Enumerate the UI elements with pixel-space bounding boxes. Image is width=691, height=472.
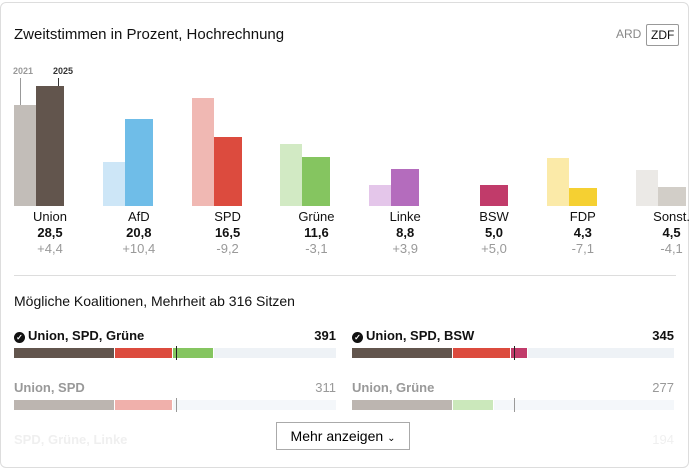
party-label: FDP [569, 209, 596, 224]
coalition-row: 194 [352, 432, 674, 472]
value-label: 4,3 [573, 225, 592, 240]
value-label: 20,8 [126, 225, 152, 240]
diff-label: -7,1 [571, 241, 594, 256]
diff-label: +4,4 [37, 241, 63, 256]
coalition-name: SPD, Grüne, Linke [14, 432, 128, 447]
coalition-label: Union, Grüne [352, 380, 434, 395]
segment-union [352, 400, 453, 410]
segment-grüne [452, 400, 494, 410]
coalition-seats: 345 [652, 328, 674, 343]
legend-2025: 2025 [53, 66, 74, 76]
party-label: AfD [127, 209, 150, 224]
bar-2025 [480, 185, 508, 206]
value-label: 4,5 [662, 225, 681, 240]
segment-bsw [510, 348, 529, 358]
bar-2021 [191, 98, 214, 206]
divider [14, 275, 676, 276]
bar-2025 [568, 187, 597, 206]
diff-label: -3,1 [305, 241, 328, 256]
segment-union [14, 400, 115, 410]
legend-2021: 2021 [13, 66, 34, 76]
bar-2021 [635, 169, 658, 206]
bar-2021 [102, 162, 125, 206]
coalition-seats: 311 [315, 380, 336, 395]
segment-union [352, 348, 453, 358]
check-icon: ✓ [14, 332, 25, 343]
show-more-label: Mehr anzeigen [290, 428, 384, 444]
coalition-name: Union, SPD, BSW [366, 328, 475, 343]
coalition-row: ✓ Union, SPD, BSW 345 [352, 328, 674, 368]
diff-label: -9,2 [216, 241, 239, 256]
party-label: Grüne [298, 209, 335, 224]
value-label: 8,8 [396, 225, 415, 240]
bar-2025 [302, 157, 331, 206]
coalition-seats: 277 [652, 380, 674, 395]
party-label: Sonst. [653, 209, 691, 224]
coalition-seats: 391 [314, 328, 336, 343]
segment-spd [452, 348, 511, 358]
bar-2025 [36, 86, 64, 206]
party-label: BSW [479, 209, 509, 224]
segment-spd [114, 400, 173, 410]
segment-spd [114, 348, 173, 358]
vote-share-chart: Union 28,5 +4,4 AfD 20,8 +10,4 SPD 16,5 -9,2 Grün… [0, 60, 691, 260]
segment-grüne [172, 348, 214, 358]
coalition-label: ✓ Union, SPD, BSW [352, 328, 474, 343]
bar-2021 [280, 144, 303, 206]
majority-line [513, 346, 515, 360]
coalition-row: Union, Grüne 277 [352, 380, 674, 420]
diff-label: -4,1 [660, 241, 683, 256]
source-zdf-tab[interactable]: ZDF [646, 24, 680, 46]
bar-2021 [369, 185, 392, 206]
coalition-label: Union, SPD [14, 380, 85, 395]
bar-2021 [546, 158, 569, 206]
chevron-down-icon: ⌄ [387, 433, 396, 444]
chart-title: Zweitstimmen in Prozent, Hochrechnung [14, 26, 285, 43]
show-more-button[interactable]: Mehr anzeigen ⌄ [276, 422, 410, 450]
diff-label: +10,4 [122, 241, 156, 256]
coalition-name: Union, SPD, Grüne [28, 328, 145, 343]
majority-line [175, 346, 177, 360]
coalition-row: Union, SPD 311 [14, 380, 336, 420]
bar-2021 [14, 104, 36, 206]
coalition-name: Union, Grüne [352, 380, 435, 395]
coalition-name: Union, SPD [14, 380, 85, 395]
coalitions-subtitle: Mögliche Koalitionen, Mehrheit ab 316 Si… [14, 293, 295, 309]
value-label: 11,6 [304, 225, 329, 240]
party-label: SPD [214, 209, 241, 224]
seat-bar [352, 346, 674, 360]
seat-bar [352, 398, 674, 412]
party-label: Linke [389, 209, 421, 224]
legend-2025-line [58, 78, 59, 87]
value-label: 16,5 [214, 225, 241, 240]
bar-2025 [391, 169, 420, 206]
value-label: 5,0 [484, 225, 504, 240]
segment-union [14, 348, 115, 358]
majority-line [175, 398, 177, 412]
diff-label: +5,0 [481, 241, 507, 256]
legend-2021-line [20, 78, 21, 105]
bar-2025 [213, 136, 242, 206]
coalition-label: SPD, Grüne, Linke [14, 432, 127, 447]
bar-2025 [124, 118, 153, 206]
check-icon: ✓ [352, 332, 363, 343]
diff-label: +3,9 [392, 241, 419, 256]
coalition-row: SPD, Grüne, Linke [14, 432, 336, 472]
seat-bar [14, 398, 336, 412]
coalition-label: ✓ Union, SPD, Grüne [14, 328, 144, 343]
party-label: Union [33, 209, 67, 224]
coalition-row: ✓ Union, SPD, Grüne 391 [14, 328, 336, 368]
source-ard-tab[interactable]: ARD [616, 27, 642, 41]
value-label: 28,5 [37, 225, 63, 240]
seat-bar [14, 346, 336, 360]
bar-2025 [657, 187, 686, 206]
coalition-seats: 194 [652, 432, 674, 447]
majority-line [513, 398, 515, 412]
